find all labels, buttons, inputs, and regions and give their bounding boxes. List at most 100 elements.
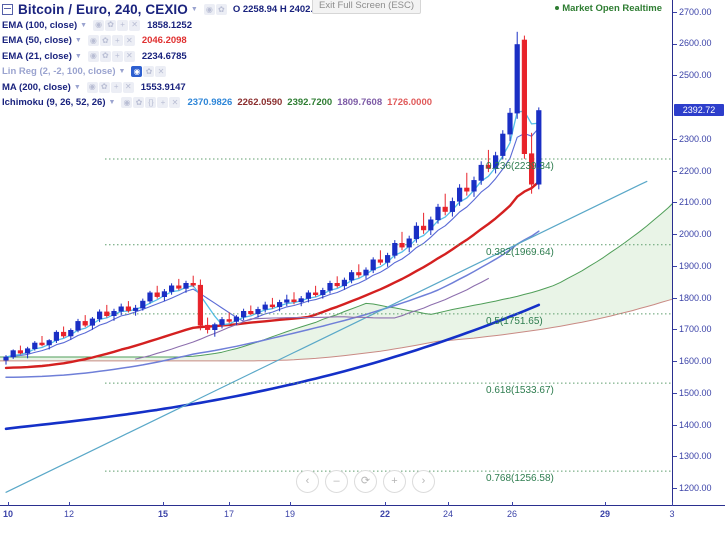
gear-icon[interactable]: ✿ xyxy=(143,66,155,78)
chevron-down-icon[interactable]: ▼ xyxy=(73,83,81,91)
chevron-down-icon[interactable]: ▼ xyxy=(74,52,82,60)
tick-mark-icon xyxy=(673,424,677,426)
candle-body xyxy=(485,164,492,169)
candle-body xyxy=(226,319,232,322)
legend-row-0[interactable]: EMA (100, close) ▼ ◉ ✿ + ✕ 1858.1252 xyxy=(2,18,437,34)
tick-mark-icon xyxy=(673,392,677,394)
chevron-down-icon[interactable]: ▼ xyxy=(74,37,82,45)
price-tick: 1300.00 xyxy=(673,451,712,461)
tick-mark-icon xyxy=(673,75,677,77)
close-icon[interactable]: ✕ xyxy=(129,19,141,31)
candle-body xyxy=(478,164,484,181)
eye-icon[interactable]: ◉ xyxy=(86,81,98,93)
indicator-action-buttons[interactable]: ◉ ✿ + ✕ xyxy=(87,35,135,47)
indicator-name: EMA (100, close) xyxy=(2,19,78,31)
eye-icon[interactable]: ◉ xyxy=(203,4,215,16)
candle-body xyxy=(528,153,535,185)
candle-body xyxy=(24,348,31,354)
eye-icon[interactable]: ◉ xyxy=(121,97,133,109)
close-icon[interactable]: ✕ xyxy=(155,66,167,78)
tick-mark-icon xyxy=(673,170,677,172)
plus-icon[interactable]: + xyxy=(110,81,122,93)
gear-icon[interactable]: ✿ xyxy=(98,81,110,93)
time-tick-label: 12 xyxy=(63,509,75,519)
reset-chart-button[interactable]: ⟳ xyxy=(354,470,377,493)
legend-row-1[interactable]: EMA (50, close) ▼ ◉ ✿ + ✕ 2046.2098 xyxy=(2,33,437,49)
candle-body xyxy=(205,324,211,330)
time-axis[interactable]: 10 12 15 17 19 22 24 26 29 3 xyxy=(0,502,725,544)
indicator-action-buttons[interactable]: ◉ ✿{} + ✕ xyxy=(121,97,181,109)
gear-icon[interactable]: ✿ xyxy=(105,19,117,31)
eye-icon[interactable]: ◉ xyxy=(131,66,143,78)
title-action-buttons[interactable]: ◉ ✿ xyxy=(203,4,227,16)
chart-plot-area[interactable] xyxy=(0,0,672,505)
gear-icon[interactable]: ✿ xyxy=(99,50,111,62)
candlestick-series xyxy=(3,31,542,365)
candle-body xyxy=(133,307,139,311)
indicator-action-buttons[interactable]: ◉ ✿ + ✕ xyxy=(86,81,134,93)
chevron-down-icon[interactable]: ▼ xyxy=(80,21,88,29)
zoom-out-button[interactable]: – xyxy=(325,470,348,493)
gear-icon[interactable]: ✿ xyxy=(99,35,111,47)
plus-icon[interactable]: + xyxy=(111,50,123,62)
price-tick: 2500.00 xyxy=(673,70,712,80)
candle-body xyxy=(241,310,247,318)
scroll-right-button[interactable]: › xyxy=(412,470,435,493)
candle-body xyxy=(39,342,45,346)
chevron-down-icon[interactable]: ▼ xyxy=(118,68,126,76)
price-tick-label: 1300.00 xyxy=(679,451,712,462)
exit-fullscreen-tooltip: Exit Full Screen (ESC) xyxy=(312,0,422,14)
tick-mark-icon xyxy=(673,329,677,331)
chart-nav-buttons[interactable]: ‹ – ⟳ + › xyxy=(296,470,435,493)
candle-body xyxy=(118,306,124,312)
chart-canvas[interactable] xyxy=(0,0,672,505)
legend-row-5[interactable]: Ichimoku (9, 26, 52, 26) ▼ ◉ ✿{} + ✕ 2370.9826… xyxy=(2,95,437,111)
gear-icon[interactable]: ✿ xyxy=(133,97,145,109)
scroll-left-button[interactable]: ‹ xyxy=(296,470,319,493)
price-tick: 1800.00 xyxy=(673,293,712,303)
collapse-icon[interactable] xyxy=(2,4,13,16)
indicator-action-buttons[interactable]: ◉ ✿ ✕ xyxy=(131,66,167,78)
plus-icon[interactable]: + xyxy=(111,35,123,47)
ichimoku-cloud-fill xyxy=(0,204,672,361)
symbol-title[interactable]: Bitcoin / Euro, 240, CEXIO xyxy=(18,2,188,18)
close-icon[interactable]: ✕ xyxy=(122,81,134,93)
plus-icon[interactable]: + xyxy=(117,19,129,31)
gear-icon[interactable]: ✿ xyxy=(215,4,227,16)
plus-icon[interactable]: + xyxy=(157,97,169,109)
candle-body xyxy=(255,309,261,315)
chevron-down-icon[interactable]: ▼ xyxy=(190,6,198,14)
price-tick: 2000.00 xyxy=(673,229,712,239)
close-icon[interactable]: ✕ xyxy=(123,50,135,62)
candle-body xyxy=(399,243,405,248)
time-tick-label: 29 xyxy=(599,509,611,519)
chevron-down-icon[interactable]: ▼ xyxy=(108,99,116,107)
zoom-in-button[interactable]: + xyxy=(383,470,406,493)
eye-icon[interactable]: ◉ xyxy=(87,50,99,62)
legend-row-3[interactable]: Lin Reg (2, -2, 100, close) ▼ ◉ ✿ ✕ xyxy=(2,64,437,80)
candle-body xyxy=(471,180,477,192)
candle-body xyxy=(521,39,527,154)
candle-body xyxy=(334,282,340,287)
eye-icon[interactable]: ◉ xyxy=(87,35,99,47)
candle-body xyxy=(406,238,412,248)
eye-icon[interactable]: ◉ xyxy=(93,19,105,31)
candle-body xyxy=(104,311,110,316)
close-icon[interactable]: ✕ xyxy=(123,35,135,47)
legend-row-2[interactable]: EMA (21, close) ▼ ◉ ✿ + ✕ 2234.6785 xyxy=(2,49,437,65)
candle-body xyxy=(284,299,290,303)
indicator-action-buttons[interactable]: ◉ ✿ + ✕ xyxy=(87,50,135,62)
braces-icon[interactable]: {} xyxy=(145,97,157,109)
close-icon[interactable]: ✕ xyxy=(169,97,181,109)
ichimoku-value-3: 1809.7608 xyxy=(337,97,383,109)
price-axis[interactable]: 2700.00 2600.00 2500.00 2300.00 2200.00 2100.… xyxy=(672,0,725,505)
price-tick: 2700.00 xyxy=(673,7,712,17)
indicator-action-buttons[interactable]: ◉ ✿ + ✕ xyxy=(93,19,141,31)
ichimoku-value-1: 2262.0590 xyxy=(237,97,283,109)
chikou-span-line xyxy=(135,277,489,360)
legend-row-4[interactable]: MA (200, close) ▼ ◉ ✿ + ✕ 1553.9147 xyxy=(2,80,437,96)
time-tick-label: 3 xyxy=(669,509,675,519)
candle-body xyxy=(507,112,513,135)
fib-level-label: 0.236(2239.34) xyxy=(486,161,554,172)
